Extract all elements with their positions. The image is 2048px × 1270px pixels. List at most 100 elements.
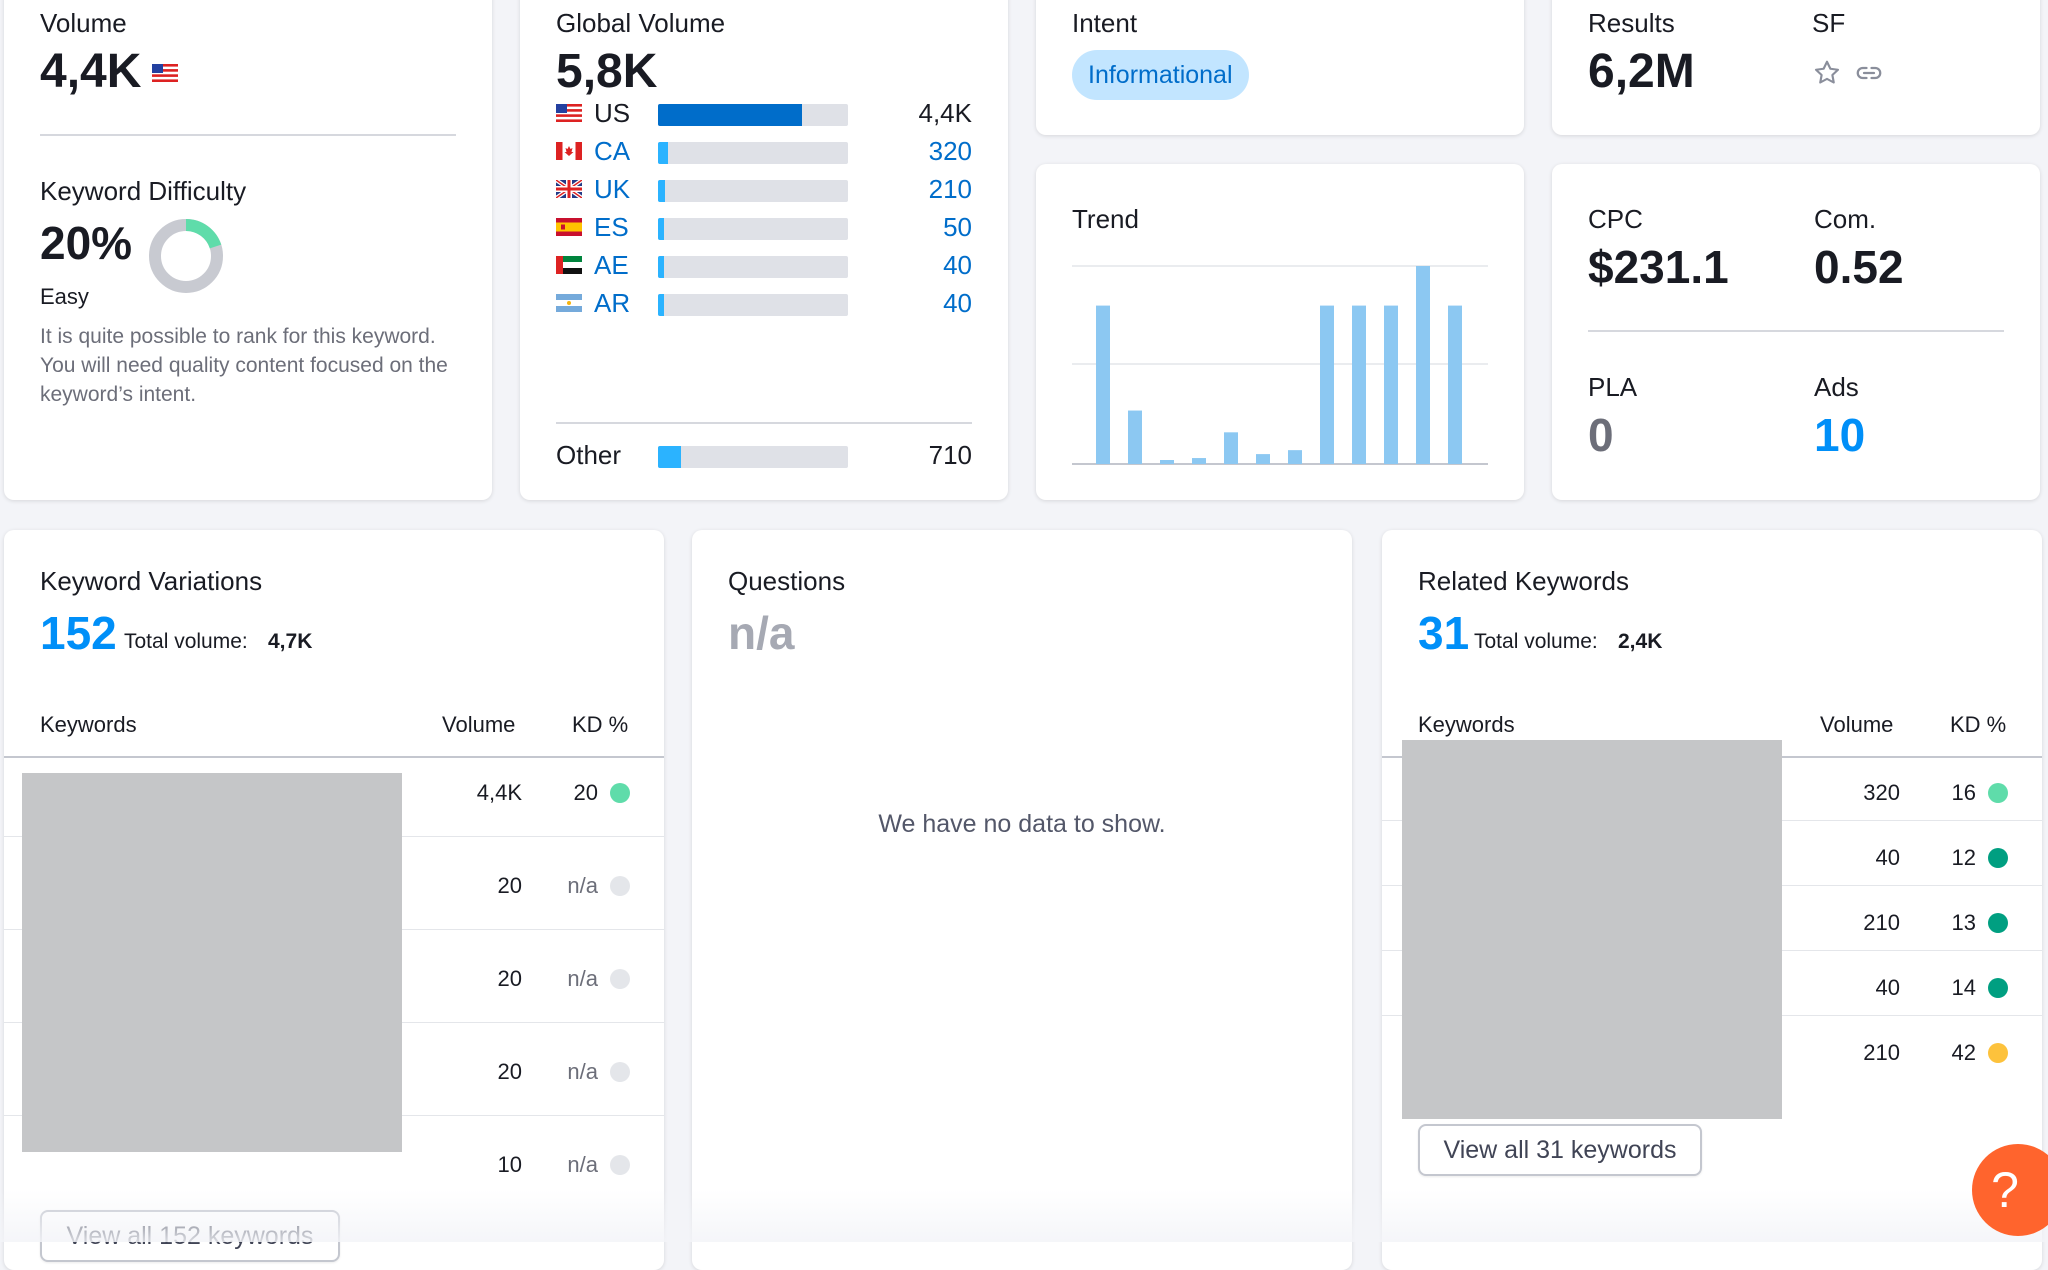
- col-keywords[interactable]: Keywords: [40, 712, 137, 737]
- kd-value: 20%: [40, 217, 133, 269]
- country-volume[interactable]: 320: [928, 136, 972, 166]
- other-value: 710: [928, 440, 972, 470]
- row-volume[interactable]: 40: [1875, 975, 1900, 1000]
- kd-donut-chart: [149, 219, 223, 293]
- country-bar-fill: [658, 180, 665, 202]
- country-bar: [658, 104, 848, 126]
- row-kd: 42: [1951, 1040, 1976, 1065]
- keyword-variations-card: Keyword Variations 152 Total volume: 4,7…: [4, 530, 664, 1270]
- help-icon: ?: [1991, 1162, 2019, 1218]
- keyword-variations-count[interactable]: 152: [40, 607, 117, 659]
- sf-label: SF: [1812, 8, 1846, 38]
- col-volume[interactable]: Volume: [442, 712, 516, 737]
- trend-bar[interactable]: [1096, 305, 1110, 464]
- trend-bar[interactable]: [1448, 305, 1462, 464]
- country-volume[interactable]: 40: [943, 288, 972, 318]
- country-code[interactable]: ES: [594, 212, 629, 242]
- row-volume[interactable]: 4,4K: [476, 780, 522, 805]
- global-volume-card: Global Volume 5,8K US 4,4K CA 320 UK 210 ES 50 A…: [520, 0, 1008, 500]
- trend-bar[interactable]: [1384, 305, 1398, 464]
- trend-bar[interactable]: [1288, 450, 1302, 464]
- country-bar: [658, 294, 848, 316]
- trend-label: Trend: [1072, 204, 1139, 234]
- country-code[interactable]: AR: [594, 288, 631, 318]
- country-bar: [658, 256, 848, 278]
- row-kd: 20: [573, 780, 598, 805]
- related-keywords-card: Related Keywords 31 Total volume: 2,4K K…: [1382, 530, 2042, 1270]
- country-volume[interactable]: 50: [943, 212, 972, 242]
- trend-bar[interactable]: [1160, 460, 1174, 464]
- ads-value[interactable]: 10: [1814, 409, 1866, 461]
- row-volume[interactable]: 40: [1875, 845, 1900, 870]
- trend-bar[interactable]: [1352, 305, 1366, 464]
- keywords-redacted-block: [1402, 740, 1782, 1119]
- help-button[interactable]: ?: [1972, 1144, 2048, 1236]
- kd-label: Keyword Difficulty: [40, 176, 247, 206]
- results-value: 6,2M: [1588, 45, 1695, 98]
- keywords-redacted-block: [22, 773, 402, 1152]
- country-code[interactable]: UK: [594, 174, 631, 204]
- us-flag-icon: [556, 104, 582, 122]
- col-kd[interactable]: KD %: [1950, 712, 2007, 737]
- questions-value: n/a: [728, 607, 795, 659]
- cpc-value: $231.1: [1588, 241, 1729, 293]
- kd-dot: [610, 969, 630, 989]
- es-flag-icon: [556, 218, 582, 236]
- view-all-related-button[interactable]: View all 31 keywords: [1418, 1124, 1702, 1176]
- trend-bar[interactable]: [1192, 458, 1206, 464]
- questions-empty-message: We have no data to show.: [878, 810, 1166, 838]
- star-icon[interactable]: [1812, 58, 1842, 88]
- country-bar: [658, 180, 848, 202]
- row-volume[interactable]: 10: [497, 1152, 522, 1177]
- com-label: Com.: [1814, 204, 1877, 234]
- row-volume[interactable]: 20: [497, 1059, 522, 1084]
- pla-value: 0: [1588, 409, 1614, 461]
- col-volume[interactable]: Volume: [1820, 712, 1894, 737]
- volume-label: Volume: [40, 8, 127, 38]
- country-volume[interactable]: 210: [928, 174, 972, 204]
- country-volume[interactable]: 4,4K: [918, 98, 973, 128]
- country-volume[interactable]: 40: [943, 250, 972, 280]
- other-bar: [658, 446, 848, 468]
- row-volume[interactable]: 20: [497, 966, 522, 991]
- trend-bar[interactable]: [1128, 410, 1142, 464]
- trend-bar[interactable]: [1224, 432, 1238, 464]
- col-kd[interactable]: KD %: [572, 712, 629, 737]
- intent-badge[interactable]: Informational: [1072, 50, 1249, 100]
- cpc-label: CPC: [1588, 204, 1643, 234]
- kd-dot: [610, 1062, 630, 1082]
- row-volume[interactable]: 320: [1863, 780, 1900, 805]
- kd-donut-fill: [149, 219, 223, 293]
- link-icon[interactable]: [1854, 58, 1884, 88]
- country-code[interactable]: US: [594, 98, 631, 128]
- trend-chart: [1072, 265, 1488, 465]
- divider: [40, 134, 456, 136]
- intent-label: Intent: [1072, 8, 1138, 38]
- kd-level: Easy: [40, 284, 89, 309]
- related-keywords-count[interactable]: 31: [1418, 607, 1470, 659]
- trend-bar[interactable]: [1416, 266, 1430, 464]
- country-bar-fill: [658, 256, 664, 278]
- row-volume[interactable]: 210: [1863, 1040, 1900, 1065]
- row-volume[interactable]: 20: [497, 873, 522, 898]
- country-code[interactable]: CA: [594, 136, 631, 166]
- row-volume[interactable]: 210: [1863, 910, 1900, 935]
- intent-card: Intent Informational: [1036, 0, 1524, 135]
- trend-bar[interactable]: [1256, 454, 1270, 464]
- country-bar-fill: [658, 294, 664, 316]
- ar-flag-icon: [556, 294, 582, 312]
- kd-dot: [610, 876, 630, 896]
- country-bar-fill: [658, 218, 664, 240]
- row-kd: 12: [1951, 845, 1976, 870]
- kd-dot: [1988, 913, 2008, 933]
- kd-dot: [1988, 848, 2008, 868]
- kd-dot: [1988, 978, 2008, 998]
- related-keywords-label: Related Keywords: [1418, 566, 1629, 596]
- col-keywords[interactable]: Keywords: [1418, 712, 1515, 737]
- kd-dot: [1988, 1043, 2008, 1063]
- total-volume-label: Total volume:: [1474, 630, 1598, 653]
- kd-description: It is quite possible to rank for this ke…: [40, 325, 448, 406]
- country-code[interactable]: AE: [594, 250, 629, 280]
- us-flag-icon: [152, 64, 178, 82]
- trend-bar[interactable]: [1320, 305, 1334, 464]
